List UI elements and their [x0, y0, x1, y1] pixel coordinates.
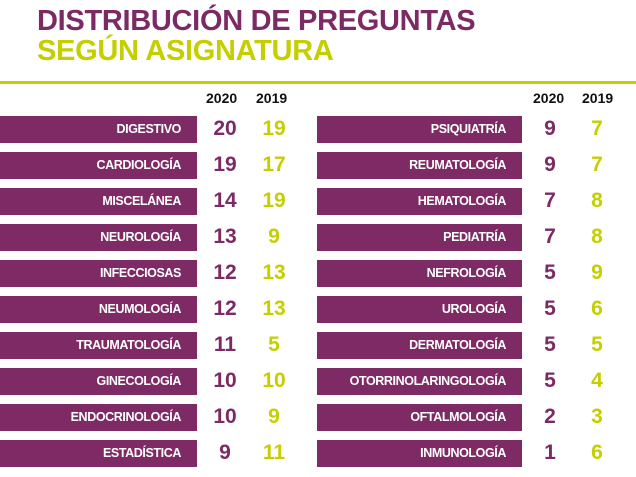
- value-2019: 9: [268, 225, 280, 248]
- subject-label: PEDIATRÍA: [317, 224, 522, 251]
- subject-label: NEFROLOGÍA: [317, 260, 522, 287]
- left-header-2020: 2020: [206, 90, 238, 106]
- value-2020: 5: [544, 369, 556, 392]
- value-2019: 6: [591, 441, 603, 464]
- value-2020: 12: [213, 261, 237, 284]
- value-2019: 6: [591, 297, 603, 320]
- subject-label: NEUMOLOGÍA: [0, 296, 197, 323]
- value-2020: 9: [219, 441, 231, 464]
- value-2020: 7: [544, 189, 556, 212]
- subject-label: OTORRINOLARINGOLOGÍA: [317, 368, 522, 395]
- subject-label: CARDIOLOGÍA: [0, 152, 197, 179]
- value-2019: 9: [268, 405, 280, 428]
- value-2019: 11: [262, 441, 286, 464]
- left-header-2019: 2019: [256, 90, 288, 106]
- value-2020: 10: [213, 405, 237, 428]
- value-2020: 13: [213, 225, 237, 248]
- page-title: DISTRIBUCIÓN DE PREGUNTAS SEGÚN ASIGNATU…: [37, 5, 476, 67]
- title-line-1: DISTRIBUCIÓN DE PREGUNTAS: [37, 5, 476, 37]
- value-2019: 7: [591, 117, 603, 140]
- value-2019: 5: [591, 333, 603, 356]
- value-2019: 7: [591, 153, 603, 176]
- value-2019: 3: [591, 405, 603, 428]
- value-2020: 5: [544, 261, 556, 284]
- value-2020: 19: [213, 153, 237, 176]
- value-2020: 10: [213, 369, 237, 392]
- value-2020: 9: [544, 153, 556, 176]
- value-2019: 19: [262, 189, 286, 212]
- title-divider: [0, 81, 636, 84]
- value-2020: 11: [213, 333, 237, 356]
- value-2019: 4: [591, 369, 603, 392]
- value-2019: 8: [591, 225, 603, 248]
- right-header-2019: 2019: [582, 90, 614, 106]
- value-2020: 20: [213, 117, 237, 140]
- subject-label: UROLOGÍA: [317, 296, 522, 323]
- value-2019: 5: [268, 333, 280, 356]
- value-2019: 8: [591, 189, 603, 212]
- subject-label: OFTALMOLOGÍA: [317, 404, 522, 431]
- right-header-2020: 2020: [533, 90, 565, 106]
- subject-label: NEUROLOGÍA: [0, 224, 197, 251]
- value-2020: 14: [213, 189, 237, 212]
- subject-label: INFECCIOSAS: [0, 260, 197, 287]
- subject-label: MISCELÁNEA: [0, 188, 197, 215]
- subject-label: PSIQUIATRÍA: [317, 116, 522, 143]
- value-2020: 7: [544, 225, 556, 248]
- value-2019: 9: [591, 261, 603, 284]
- subject-label: ESTADÍSTICA: [0, 440, 197, 467]
- value-2020: 5: [544, 333, 556, 356]
- subject-label: INMUNOLOGÍA: [317, 440, 522, 467]
- subject-label: HEMATOLOGÍA: [317, 188, 522, 215]
- value-2020: 5: [544, 297, 556, 320]
- subject-label: REUMATOLOGÍA: [317, 152, 522, 179]
- title-line-2: SEGÚN ASIGNATURA: [37, 35, 334, 67]
- value-2020: 2: [544, 405, 556, 428]
- subject-label: DERMATOLOGÍA: [317, 332, 522, 359]
- value-2020: 12: [213, 297, 237, 320]
- subject-label: DIGESTIVO: [0, 116, 197, 143]
- subject-label: ENDOCRINOLOGÍA: [0, 404, 197, 431]
- subject-label: TRAUMATOLOGÍA: [0, 332, 197, 359]
- value-2019: 19: [262, 117, 286, 140]
- value-2020: 1: [544, 441, 556, 464]
- value-2019: 10: [262, 369, 286, 392]
- value-2020: 9: [544, 117, 556, 140]
- value-2019: 17: [262, 153, 286, 176]
- subject-label: GINECOLOGÍA: [0, 368, 197, 395]
- value-2019: 13: [262, 297, 286, 320]
- value-2019: 13: [262, 261, 286, 284]
